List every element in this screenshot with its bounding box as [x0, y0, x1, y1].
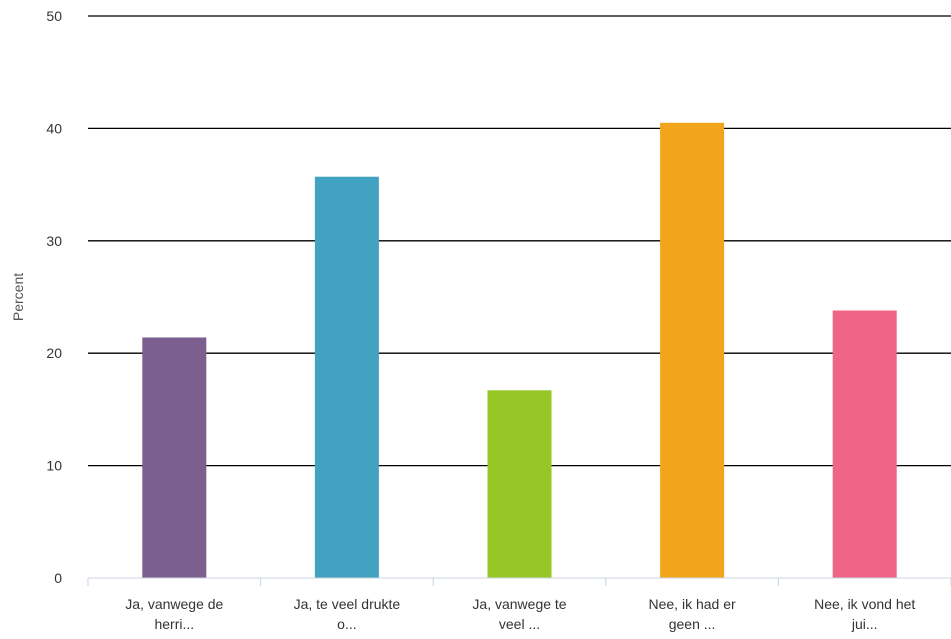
x-category-label: geen ... — [669, 616, 716, 632]
y-tick-label: 20 — [46, 345, 62, 361]
x-axis-category-labels: Ja, vanwege de herri... Ja, te veel drukte… — [125, 596, 915, 632]
bar — [314, 176, 379, 578]
bar — [832, 310, 897, 578]
y-tick-label: 50 — [46, 8, 62, 24]
x-category-label: o... — [337, 616, 356, 632]
bars — [142, 122, 897, 578]
y-axis-title: Percent — [10, 273, 26, 321]
y-axis-ticks: 0 10 20 30 40 50 — [46, 8, 62, 586]
x-category-label: Nee, ik vond het — [814, 596, 915, 612]
bar — [142, 337, 207, 578]
x-category-label: jui... — [851, 616, 878, 632]
bar — [660, 122, 725, 578]
x-axis — [87, 577, 951, 586]
x-category-label: herri... — [154, 616, 194, 632]
x-category-label: veel ... — [499, 616, 540, 632]
x-category-label: Ja, vanwege te — [472, 596, 566, 612]
x-category-label: Ja, vanwege de — [125, 596, 223, 612]
bar — [487, 390, 552, 578]
gridlines — [88, 15, 951, 467]
x-category-label: Nee, ik had er — [649, 596, 736, 612]
x-category-label: Ja, te veel drukte — [294, 596, 401, 612]
y-tick-label: 40 — [46, 120, 62, 136]
y-tick-label: 30 — [46, 233, 62, 249]
y-tick-label: 0 — [54, 570, 62, 586]
y-tick-label: 10 — [46, 458, 62, 474]
